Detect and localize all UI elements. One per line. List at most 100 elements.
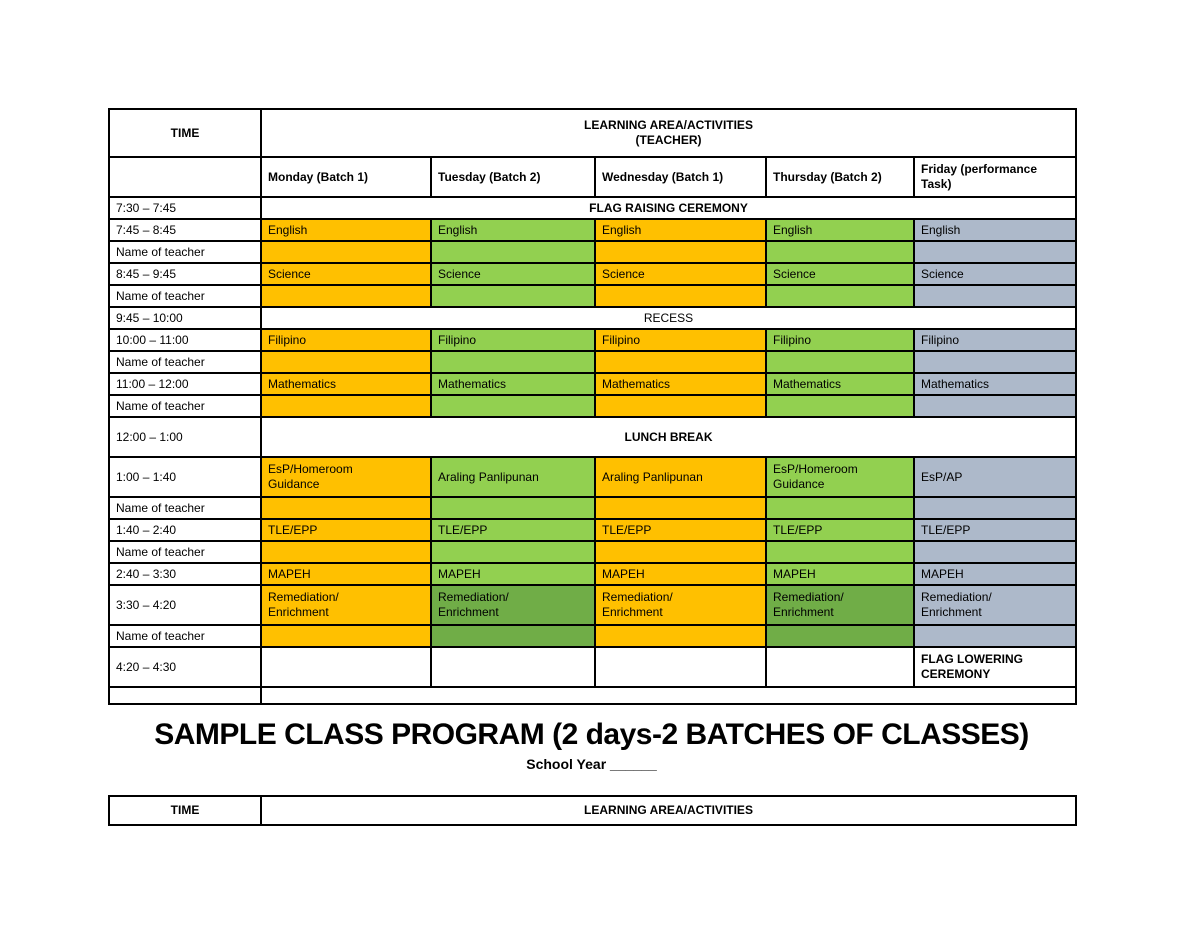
time-slot-cell: 7:45 – 8:45 [108, 218, 262, 242]
cell-tuesday [430, 284, 596, 308]
cell-monday [260, 240, 432, 264]
cell-wednesday: Filipino [594, 328, 767, 352]
empty-header-cell [108, 156, 262, 198]
cell-monday: Filipino [260, 328, 432, 352]
schedule-row: Name of teacher [108, 496, 1078, 520]
schedule-row: 3:30 – 4:20 Remediation/ Enrichment Remedi… [108, 584, 1078, 626]
cell-wednesday: English [594, 218, 767, 242]
cell-tuesday: TLE/EPP [430, 518, 596, 542]
schedule-row: 7:45 – 8:45 English English English English E… [108, 218, 1078, 242]
schedule-row: Name of teacher [108, 540, 1078, 564]
cell-thursday: Remediation/ Enrichment [765, 584, 915, 626]
cell-tuesday: MAPEH [430, 562, 596, 586]
school-year-label: School Year ______ [526, 756, 657, 772]
cell-friday [912, 394, 1078, 418]
second-time-column-header: TIME [108, 795, 262, 826]
cell-wednesday [594, 240, 767, 264]
cell-friday [912, 284, 1078, 308]
whole-day-activity-cell: FLAG RAISING CEREMONY [259, 196, 1078, 220]
schedule-row: 10:00 – 11:00 Filipino Filipino Filipino Fil… [108, 328, 1078, 352]
cell-tuesday: Filipino [430, 328, 596, 352]
cell-thursday: Mathematics [765, 372, 915, 396]
schedule-row: Name of teacher [108, 240, 1078, 264]
schedule-row: 12:00 – 1:00 LUNCH BREAK [108, 416, 1078, 458]
cell-friday: FLAG LOWERING CEREMONY [912, 646, 1078, 688]
second-learning-area-header: LEARNING AREA/ACTIVITIES [260, 795, 1077, 826]
cell-friday: English [912, 218, 1078, 242]
time-slot-cell: 1:40 – 2:40 [108, 518, 262, 542]
day-header-wednesday: Wednesday (Batch 1) [594, 156, 767, 198]
time-column-header: TIME [108, 108, 262, 158]
cell-friday: Remediation/ Enrichment [912, 584, 1078, 626]
time-slot-cell: 3:30 – 4:20 [108, 584, 262, 626]
day-header-row: Monday (Batch 1) Tuesday (Batch 2) Wedne… [108, 156, 1078, 198]
document-content: TIME LEARNING AREA/ACTIVITIES (TEACHER) … [108, 108, 1078, 826]
table-header-row: TIME LEARNING AREA/ACTIVITIES (TEACHER) [108, 108, 1078, 158]
cell-tuesday [430, 394, 596, 418]
schedule-row: 8:45 – 9:45 Science Science Science Science S… [108, 262, 1078, 286]
cell-tuesday [430, 624, 596, 648]
schedule-row: 1:40 – 2:40 TLE/EPP TLE/EPP TLE/EPP TLE/EPP T… [108, 518, 1078, 542]
teacher-name-label-cell: Name of teacher [108, 284, 262, 308]
cell-monday [260, 394, 432, 418]
cell-tuesday [430, 240, 596, 264]
cell-friday [912, 540, 1078, 564]
cell-tuesday: English [430, 218, 596, 242]
teacher-name-label-cell: Name of teacher [108, 540, 262, 564]
cell-monday [260, 624, 432, 648]
cell-thursday [765, 394, 915, 418]
cell-monday [260, 496, 432, 520]
cell-monday: MAPEH [260, 562, 432, 586]
cell-monday [260, 540, 432, 564]
whole-day-activity-cell: RECESS [259, 306, 1078, 330]
schedule-row: Name of teacher [108, 394, 1078, 418]
cell-wednesday [594, 646, 767, 688]
schedule-row: 4:20 – 4:30 FLAG LOWERING CEREMONY [108, 646, 1078, 688]
cell-friday: TLE/EPP [912, 518, 1078, 542]
time-slot-cell: 2:40 – 3:30 [108, 562, 262, 586]
schedule-row: 11:00 – 12:00 Mathematics Mathematics Mathe… [108, 372, 1078, 396]
cell-thursday: Science [765, 262, 915, 286]
time-slot-cell: 8:45 – 9:45 [108, 262, 262, 286]
cell-monday [260, 284, 432, 308]
schedule-row: 9:45 – 10:00 RECESS [108, 306, 1078, 330]
time-slot-cell: 12:00 – 1:00 [108, 416, 262, 458]
empty-span-cell [259, 686, 1078, 705]
cell-wednesday: Mathematics [594, 372, 767, 396]
cell-thursday: MAPEH [765, 562, 915, 586]
time-slot-cell: 11:00 – 12:00 [108, 372, 262, 396]
cell-tuesday [430, 540, 596, 564]
cell-tuesday [430, 646, 596, 688]
cell-wednesday: TLE/EPP [594, 518, 767, 542]
cell-tuesday: Mathematics [430, 372, 596, 396]
schedule-row: Name of teacher [108, 350, 1078, 374]
cell-wednesday [594, 624, 767, 648]
time-slot-cell: 7:30 – 7:45 [108, 196, 262, 220]
cell-tuesday [430, 496, 596, 520]
cell-wednesday: Remediation/ Enrichment [594, 584, 767, 626]
cell-wednesday [594, 284, 767, 308]
day-header-monday: Monday (Batch 1) [260, 156, 432, 198]
time-slot-cell: 10:00 – 11:00 [108, 328, 262, 352]
day-header-tuesday: Tuesday (Batch 2) [430, 156, 596, 198]
cell-thursday: English [765, 218, 915, 242]
learning-area-header: LEARNING AREA/ACTIVITIES (TEACHER) [259, 108, 1078, 158]
cell-thursday: TLE/EPP [765, 518, 915, 542]
cell-monday [260, 646, 432, 688]
cell-wednesday: MAPEH [594, 562, 767, 586]
time-slot-cell: 4:20 – 4:30 [108, 646, 262, 688]
cell-wednesday [594, 540, 767, 564]
cell-thursday [765, 646, 915, 688]
teacher-name-label-cell: Name of teacher [108, 240, 262, 264]
cell-wednesday [594, 350, 767, 374]
time-slot-cell: 1:00 – 1:40 [108, 456, 262, 498]
cell-thursday: EsP/Homeroom Guidance [765, 456, 915, 498]
schedule-row: 2:40 – 3:30 MAPEH MAPEH MAPEH MAPEH MAPEH [108, 562, 1078, 586]
cell-thursday [765, 240, 915, 264]
cell-tuesday: Science [430, 262, 596, 286]
cell-monday: English [260, 218, 432, 242]
schedule-row: 1:00 – 1:40 EsP/Homeroom Guidance Araling … [108, 456, 1078, 498]
cell-monday: TLE/EPP [260, 518, 432, 542]
cell-friday: Mathematics [912, 372, 1078, 396]
